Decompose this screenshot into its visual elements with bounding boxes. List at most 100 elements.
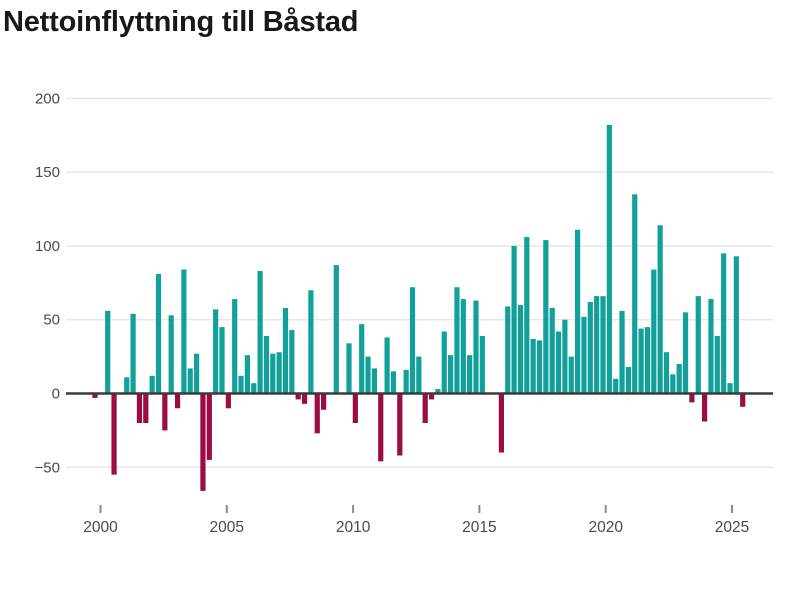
bar: [321, 393, 327, 410]
bar: [479, 335, 485, 394]
bar: [651, 269, 657, 394]
bar: [359, 324, 365, 394]
bar: [632, 194, 638, 394]
bar: [301, 393, 308, 404]
bar: [695, 296, 701, 394]
bar: [333, 265, 339, 394]
bar: [409, 287, 416, 394]
bar: [346, 343, 352, 394]
bar: [467, 355, 473, 394]
bar: [689, 393, 695, 403]
bar: [657, 225, 663, 394]
bar: [543, 240, 549, 394]
bar: [225, 393, 231, 409]
bar: [206, 393, 212, 460]
y-axis-tick-label: 100: [35, 238, 60, 255]
bar: [187, 368, 193, 394]
bar: [276, 352, 282, 394]
bar: [594, 296, 600, 394]
bar: [308, 290, 314, 394]
bar: [111, 393, 117, 475]
bar: [555, 331, 562, 394]
bar: [378, 393, 384, 462]
bar: [498, 393, 504, 453]
bar: [536, 340, 543, 394]
x-axis-tick-label: 2010: [336, 519, 371, 536]
bar: [473, 300, 479, 394]
bar: [505, 306, 511, 394]
bar: [733, 256, 739, 394]
bar: [238, 375, 244, 394]
bar: [365, 356, 371, 394]
bar: [740, 393, 746, 407]
bar: [219, 327, 225, 394]
bar: [200, 393, 206, 491]
bar: [422, 393, 428, 424]
bar: [352, 393, 358, 424]
bar: [295, 393, 301, 400]
bar: [194, 353, 200, 394]
bar: [314, 393, 320, 434]
bar: [517, 304, 524, 394]
bar: [702, 393, 708, 422]
bar: [721, 253, 727, 394]
bar: [663, 352, 670, 394]
bar: [232, 299, 238, 394]
bar: [435, 389, 441, 394]
bar: [727, 383, 733, 394]
y-axis-tick-label: 0: [52, 386, 60, 403]
y-axis-tick-label: −50: [35, 459, 60, 476]
bar: [149, 375, 155, 394]
bar: [403, 369, 409, 394]
bar: [384, 337, 390, 394]
bar: [448, 355, 454, 394]
bar: [575, 229, 581, 394]
bar: [613, 378, 619, 394]
bar: [289, 330, 295, 394]
bar: [92, 393, 98, 398]
bar: [397, 393, 403, 456]
chart-title: Nettoinflyttning till Båstad: [3, 6, 359, 38]
bar: [606, 124, 612, 394]
bar: [213, 309, 219, 394]
bar: [511, 245, 517, 394]
bar: [670, 374, 676, 394]
bar: [136, 393, 143, 424]
bar: [676, 363, 682, 394]
x-axis-tick-label: 2000: [83, 519, 118, 536]
bar: [390, 371, 397, 394]
bar: [263, 335, 270, 394]
bar: [130, 313, 136, 394]
bar: [708, 299, 714, 394]
y-axis-tick-label: 200: [35, 90, 60, 107]
bar: [251, 383, 257, 394]
bar: [416, 356, 422, 394]
bar: [644, 327, 651, 394]
bar: [124, 377, 130, 394]
y-axis-tick-label: 50: [43, 312, 60, 329]
bar: [460, 299, 466, 394]
bar: [587, 302, 593, 394]
bar: [428, 393, 435, 400]
bar: [244, 355, 250, 394]
bar: [257, 271, 263, 394]
bar: [568, 356, 574, 394]
bar: [619, 310, 625, 394]
chart-footer: Källa: SCB Newsworthy: [0, 558, 800, 600]
x-axis-tick-label: 2025: [715, 519, 749, 536]
bar: [530, 338, 536, 394]
bar: [562, 319, 568, 394]
x-axis-tick-label: 2005: [210, 519, 244, 536]
bar: [105, 310, 111, 394]
bar: [454, 287, 460, 394]
bar: [270, 353, 276, 394]
bar: [581, 316, 587, 394]
bar: [143, 393, 149, 424]
bar: [155, 273, 162, 394]
bar: [282, 307, 289, 394]
x-axis-tick-label: 2015: [462, 519, 496, 536]
bar: [549, 307, 555, 394]
bar: [625, 366, 631, 394]
bar: [441, 331, 447, 394]
